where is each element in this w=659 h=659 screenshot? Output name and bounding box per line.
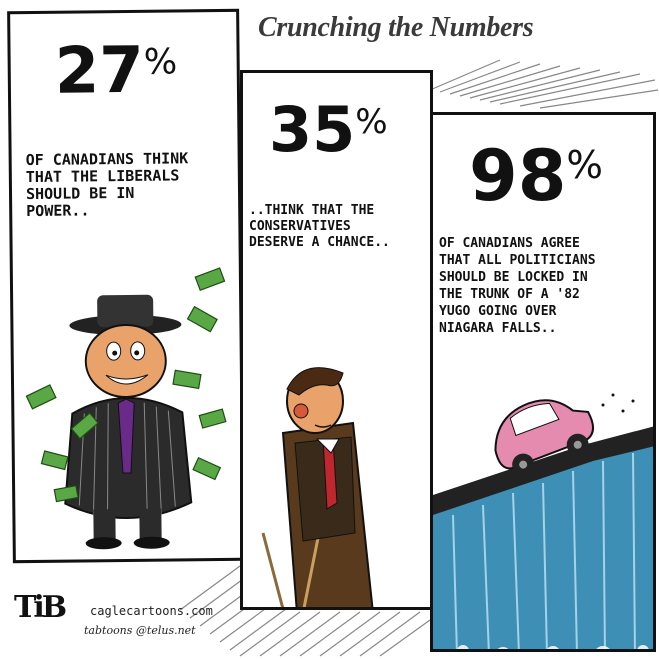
caption-line: OF CANADIANS AGREE <box>439 236 580 251</box>
conservative-figure-illustration <box>261 367 374 607</box>
panel-caption: ..THINK THAT THE CONSERVATIVES DESERVE A… <box>249 203 390 251</box>
artist-credit: TiB caglecartoons.com tabtoons @telus.ne… <box>14 590 234 655</box>
percent-figure-27: 27% <box>54 34 178 109</box>
panel-caption: OF CANADIANS THINK THAT THE LIBERALS SHO… <box>25 149 189 221</box>
cartoon-title: Crunching the Numbers <box>258 12 534 43</box>
percent-sign: % <box>143 41 178 83</box>
caption-line: ..THINK THAT THE <box>249 203 375 218</box>
percent-figure-35: 35% <box>269 99 388 161</box>
panel-caption: OF CANADIANS AGREE THAT ALL POLITICIANS … <box>439 235 596 337</box>
percent-figure-98: 98% <box>469 141 603 211</box>
percent-number: 35 <box>269 93 356 166</box>
caption-line: SHOULD BE IN <box>25 183 135 204</box>
percent-number: 27 <box>54 33 145 109</box>
panel-politicians: 98% OF CANADIANS AGREE THAT ALL POLITICI… <box>430 112 656 652</box>
caption-line: POWER.. <box>26 201 90 221</box>
niagara-falls-illustration <box>433 393 653 649</box>
caption-line: CONSERVATIVES <box>249 219 351 234</box>
caption-line: THE TRUNK OF A '82 <box>439 287 580 302</box>
panel-conservatives: 35% ..THINK THAT THE CONSERVATIVES DESER… <box>240 70 433 610</box>
panel-liberals: 27% OF CANADIANS THINK THAT THE LIBERALS… <box>7 8 245 564</box>
credit-website: caglecartoons.com <box>90 604 213 618</box>
caption-line: DESERVE A CHANCE.. <box>249 235 390 250</box>
credit-email: tabtoons @telus.net <box>84 624 196 637</box>
caption-line: NIAGARA FALLS.. <box>439 321 557 336</box>
caption-line: THAT ALL POLITICIANS <box>439 253 596 268</box>
percent-number: 98 <box>469 135 567 217</box>
percent-sign: % <box>566 143 604 188</box>
caption-line: YUGO GOING OVER <box>439 304 557 319</box>
artist-signature: TiB <box>14 590 67 625</box>
liberal-figure-illustration <box>25 267 227 550</box>
percent-sign: % <box>355 102 388 142</box>
caption-line: SHOULD BE LOCKED IN <box>439 270 588 285</box>
